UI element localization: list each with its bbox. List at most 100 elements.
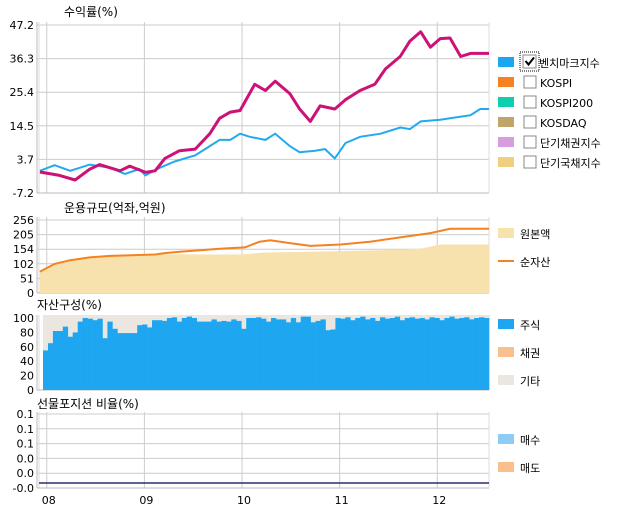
- stock-bar: [261, 318, 267, 390]
- legend-swatch-principal: [498, 228, 514, 238]
- stock-bar: [176, 321, 183, 390]
- stock-bar: [484, 318, 490, 390]
- stock-bar: [251, 318, 257, 390]
- stock-bar: [320, 319, 326, 390]
- stock-bar: [87, 318, 93, 390]
- stock-bar: [266, 321, 272, 390]
- legend-label-short-bond: 단기채권지수: [540, 137, 601, 150]
- stock-bar: [246, 318, 252, 390]
- checkbox-short-bond[interactable]: [523, 135, 537, 149]
- y-tick-label: 80: [20, 326, 34, 339]
- stock-bar: [340, 318, 346, 390]
- stock-bar: [365, 319, 371, 390]
- futures-chart: 0.10.10.10.00.0-0.0: [13, 408, 490, 495]
- aum-chart-title: 운용규모(억좌,억원): [64, 201, 166, 215]
- checkbox-kospi[interactable]: [523, 75, 537, 89]
- stock-bar: [434, 318, 440, 390]
- stock-bar: [429, 317, 435, 390]
- y-tick-label: 20: [20, 370, 34, 383]
- legend-label-other: 기타: [520, 375, 540, 388]
- stock-bar: [102, 338, 108, 390]
- asset-legend: 주식 채권 기타: [498, 319, 540, 388]
- stock-bar: [330, 329, 336, 390]
- legend-label-stock: 주식: [520, 319, 540, 332]
- stock-bar: [241, 328, 247, 390]
- x-tick-label: 10: [237, 494, 251, 507]
- stock-bar: [186, 316, 192, 390]
- stock-bar: [137, 325, 143, 390]
- stock-bar: [216, 321, 222, 390]
- stock-bar: [271, 318, 277, 390]
- stock-bar: [449, 316, 455, 390]
- fund-return-line: [39, 30, 489, 182]
- stock-bar: [127, 333, 133, 390]
- y-tick-label: 0.1: [17, 408, 35, 421]
- y-tick-label: 0.1: [17, 423, 35, 436]
- legend-swatch-kospi200: [498, 97, 514, 107]
- legend-swatch-bond: [498, 347, 514, 357]
- y-tick-label: 100: [13, 312, 34, 325]
- stock-bar: [305, 316, 311, 390]
- stock-bar: [206, 321, 212, 390]
- stock-bar: [355, 318, 361, 390]
- legend-swatch-buy: [498, 434, 514, 444]
- y-tick-label: 60: [20, 341, 34, 354]
- y-tick-label: 14.5: [10, 120, 35, 133]
- check-icon: [524, 56, 535, 67]
- y-tick-label: 3.7: [17, 153, 35, 166]
- stock-bar: [394, 316, 401, 390]
- stock-bar: [325, 330, 331, 390]
- legend-swatch-benchmark: [498, 57, 514, 67]
- stock-bar: [360, 316, 366, 390]
- stock-bar: [414, 318, 420, 390]
- stock-bar: [52, 331, 59, 390]
- futures-chart-title: 선물포지션 비율(%): [37, 397, 139, 411]
- legend-label-sell: 매도: [520, 462, 540, 475]
- stock-bar: [92, 320, 98, 390]
- return-chart-title: 수익률(%): [64, 5, 118, 19]
- return-legend: 벤치마크지수 KOSPI KOSPI200 KOSDAQ 단기채권지수 단기국채…: [498, 51, 601, 170]
- legend-label-kospi: KOSPI: [540, 77, 572, 90]
- stock-bar: [72, 332, 78, 390]
- checkbox-short-treasury[interactable]: [523, 155, 537, 169]
- y-tick-label: 40: [20, 355, 34, 368]
- legend-label-benchmark: 벤치마크지수: [539, 57, 600, 70]
- x-tick-label: 11: [335, 494, 349, 507]
- stock-bar: [384, 318, 391, 390]
- legend-label-principal: 원본액: [520, 228, 550, 241]
- y-tick-label: 51: [20, 272, 34, 285]
- stock-bar: [122, 333, 128, 390]
- stock-bar: [350, 320, 356, 390]
- legend-swatch-stock: [498, 319, 514, 329]
- stock-bar: [469, 319, 475, 390]
- stock-bar: [424, 319, 430, 390]
- checkbox-kosdaq[interactable]: [523, 115, 537, 129]
- stock-bar: [226, 321, 232, 390]
- stock-bar: [166, 318, 173, 390]
- y-tick-label: 0: [27, 384, 34, 397]
- y-tick-label: -7.2: [13, 187, 34, 200]
- y-tick-label: 0: [27, 287, 34, 300]
- y-tick-label: 0.0: [17, 467, 35, 480]
- checkbox-kospi200[interactable]: [523, 95, 537, 109]
- stock-bar: [389, 318, 396, 390]
- stock-bar: [315, 320, 321, 390]
- legend-swatch-kosdaq: [498, 117, 514, 127]
- stock-bar: [142, 324, 148, 390]
- stock-bar: [161, 320, 168, 390]
- x-tick-label: 12: [432, 494, 446, 507]
- stock-bar: [454, 318, 460, 390]
- return-chart: 47.2 36.3 25.4 14.5 3.7 -7.2: [10, 19, 490, 200]
- stock-bar: [77, 321, 83, 390]
- legend-label-bond: 채권: [520, 347, 540, 360]
- legend-label-buy: 매수: [520, 434, 540, 447]
- stock-bar: [404, 318, 411, 390]
- legend-swatch-kospi: [498, 77, 514, 87]
- stock-bar: [345, 317, 351, 390]
- stock-bar: [380, 317, 386, 390]
- stock-bar: [290, 318, 297, 390]
- stock-bar: [236, 320, 242, 390]
- y-tick-label: 36.3: [10, 53, 35, 66]
- y-tick-label: 102: [13, 258, 34, 271]
